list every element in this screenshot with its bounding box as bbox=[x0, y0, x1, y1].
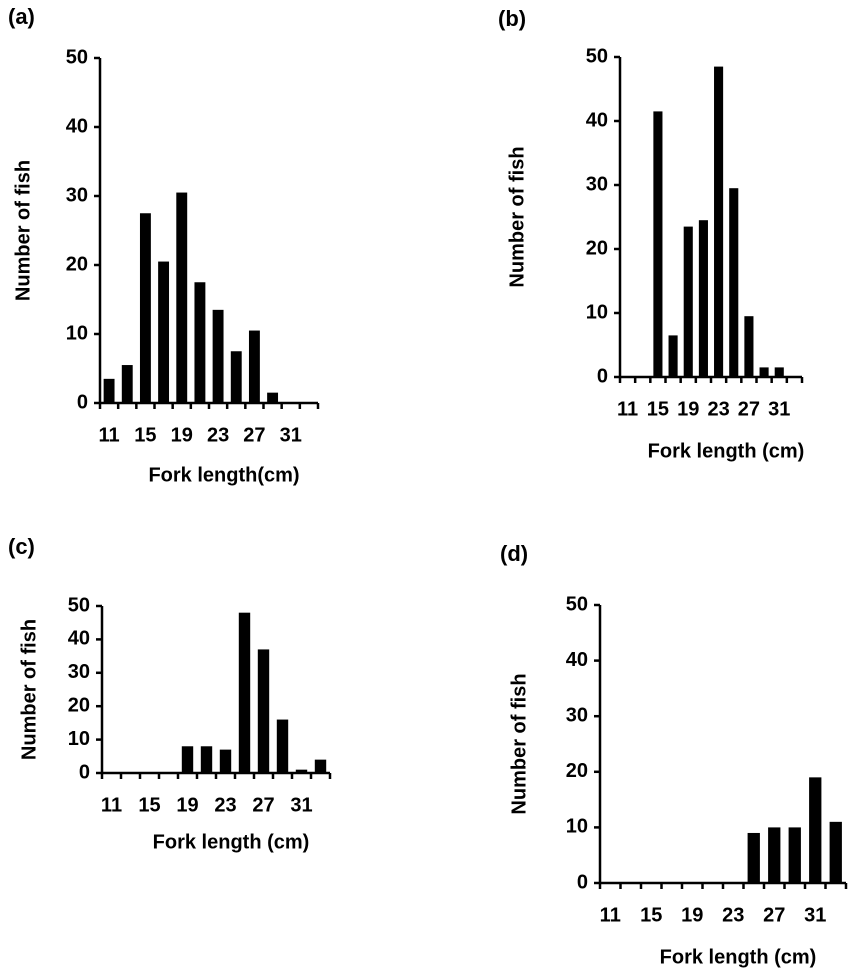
x-tick-label: 15 bbox=[647, 398, 669, 420]
bar bbox=[200, 746, 213, 773]
y-tick-label: 20 bbox=[586, 237, 608, 259]
y-tick-label: 0 bbox=[577, 871, 588, 893]
bar bbox=[768, 827, 781, 883]
x-tick-label: 23 bbox=[207, 424, 229, 446]
bar bbox=[212, 309, 224, 403]
y-tick-label: 10 bbox=[566, 816, 588, 838]
bar bbox=[788, 827, 801, 883]
x-axis-title: Fork length (cm) bbox=[648, 440, 805, 462]
bar bbox=[219, 749, 232, 773]
bar bbox=[747, 832, 760, 883]
x-tick-label: 27 bbox=[252, 794, 274, 816]
bar bbox=[248, 330, 260, 403]
bar bbox=[176, 192, 188, 403]
panel-label: (d) bbox=[500, 541, 528, 566]
bar bbox=[829, 821, 842, 883]
panel-label: (c) bbox=[8, 534, 35, 559]
y-tick-label: 10 bbox=[68, 728, 90, 750]
x-tick-label: 19 bbox=[677, 398, 699, 420]
y-tick-label: 10 bbox=[66, 322, 88, 344]
bar bbox=[295, 769, 308, 773]
x-tick-label: 31 bbox=[290, 794, 312, 816]
y-tick-label: 0 bbox=[597, 365, 608, 387]
y-tick-label: 10 bbox=[586, 301, 608, 323]
bar bbox=[809, 777, 822, 883]
bar bbox=[139, 213, 151, 403]
x-tick-label: 27 bbox=[763, 904, 785, 926]
y-axis-title: Number of fish bbox=[18, 619, 40, 760]
y-axis-title: Number of fish bbox=[12, 160, 34, 301]
bar bbox=[276, 719, 289, 773]
bar bbox=[103, 378, 115, 403]
bar bbox=[698, 220, 708, 377]
x-tick-label: 27 bbox=[243, 424, 265, 446]
y-tick-label: 0 bbox=[77, 391, 88, 413]
y-tick-label: 20 bbox=[68, 694, 90, 716]
x-tick-label: 23 bbox=[722, 904, 744, 926]
bar bbox=[257, 649, 270, 773]
bar bbox=[238, 612, 251, 773]
bar bbox=[230, 351, 242, 403]
y-tick-label: 30 bbox=[566, 704, 588, 726]
bar bbox=[774, 367, 784, 377]
x-tick-label: 15 bbox=[640, 904, 662, 926]
bar bbox=[181, 746, 194, 773]
x-tick-label: 31 bbox=[280, 424, 302, 446]
bar bbox=[267, 392, 279, 403]
bar bbox=[653, 111, 663, 378]
x-tick-label: 23 bbox=[707, 398, 729, 420]
y-axis-title: Number of fish bbox=[508, 673, 530, 814]
y-tick-label: 50 bbox=[66, 46, 88, 68]
bar bbox=[744, 316, 754, 377]
x-tick-label: 19 bbox=[681, 904, 703, 926]
x-tick-label: 19 bbox=[171, 424, 193, 446]
x-axis-title: Fork length(cm) bbox=[148, 464, 299, 486]
y-tick-label: 20 bbox=[66, 253, 88, 275]
panel-label: (a) bbox=[8, 4, 35, 29]
x-tick-label: 11 bbox=[99, 424, 120, 446]
bar bbox=[194, 282, 206, 403]
x-tick-label: 11 bbox=[600, 904, 621, 926]
bar bbox=[158, 261, 170, 403]
x-tick-label: 11 bbox=[617, 398, 638, 420]
x-tick-label: 31 bbox=[768, 398, 790, 420]
panel-label: (b) bbox=[498, 6, 526, 31]
bar bbox=[668, 335, 678, 377]
x-tick-label: 23 bbox=[214, 794, 236, 816]
y-tick-label: 50 bbox=[566, 593, 588, 615]
y-tick-label: 50 bbox=[68, 594, 90, 616]
bar bbox=[683, 226, 693, 377]
y-tick-label: 30 bbox=[68, 661, 90, 683]
y-tick-label: 20 bbox=[566, 760, 588, 782]
y-tick-label: 0 bbox=[79, 761, 90, 783]
y-tick-label: 30 bbox=[66, 184, 88, 206]
x-tick-label: 27 bbox=[738, 398, 760, 420]
x-axis-title: Fork length (cm) bbox=[660, 946, 817, 968]
y-tick-label: 40 bbox=[66, 115, 88, 137]
x-tick-label: 31 bbox=[804, 904, 826, 926]
bar bbox=[759, 367, 769, 377]
x-axis-title: Fork length (cm) bbox=[153, 831, 310, 853]
y-tick-label: 40 bbox=[566, 649, 588, 671]
bar bbox=[314, 759, 327, 773]
x-tick-label: 11 bbox=[101, 794, 122, 816]
x-tick-label: 15 bbox=[138, 794, 160, 816]
y-tick-label: 30 bbox=[586, 173, 608, 195]
y-tick-label: 40 bbox=[586, 109, 608, 131]
bar bbox=[121, 365, 133, 403]
x-tick-label: 19 bbox=[176, 794, 198, 816]
y-tick-label: 40 bbox=[68, 628, 90, 650]
y-tick-label: 50 bbox=[586, 45, 608, 67]
bar bbox=[729, 188, 739, 377]
x-tick-label: 15 bbox=[134, 424, 156, 446]
bar bbox=[714, 66, 724, 377]
y-axis-title: Number of fish bbox=[506, 146, 528, 287]
